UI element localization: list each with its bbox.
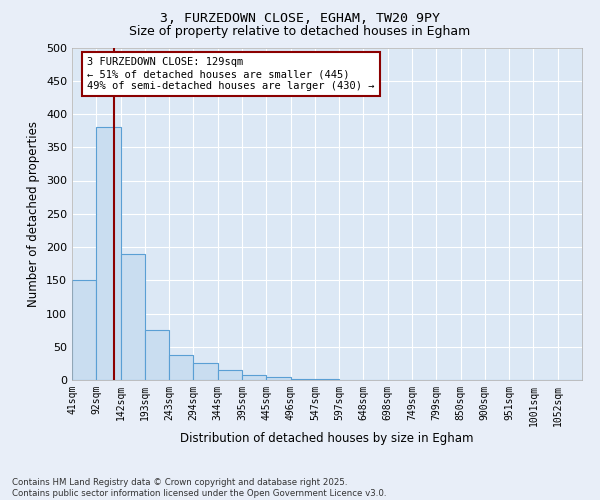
Bar (193, 364, 218, 380)
Bar (145, 330, 169, 380)
Y-axis label: Number of detached properties: Number of detached properties (28, 120, 40, 306)
Text: Size of property relative to detached houses in Egham: Size of property relative to detached ho… (130, 25, 470, 38)
Text: 3, FURZEDOWN CLOSE, EGHAM, TW20 9PY: 3, FURZEDOWN CLOSE, EGHAM, TW20 9PY (160, 12, 440, 26)
Bar (290, 378, 315, 380)
Bar (218, 370, 242, 380)
Text: Contains HM Land Registry data © Crown copyright and database right 2025.
Contai: Contains HM Land Registry data © Crown c… (12, 478, 386, 498)
Bar (72, 280, 96, 380)
Bar (242, 374, 266, 380)
Text: 3 FURZEDOWN CLOSE: 129sqm
← 51% of detached houses are smaller (445)
49% of semi: 3 FURZEDOWN CLOSE: 129sqm ← 51% of detac… (88, 58, 375, 90)
Bar (96, 128, 121, 380)
Bar (169, 354, 193, 380)
X-axis label: Distribution of detached houses by size in Egham: Distribution of detached houses by size … (180, 432, 474, 444)
Bar (121, 254, 145, 380)
Bar (266, 376, 290, 380)
